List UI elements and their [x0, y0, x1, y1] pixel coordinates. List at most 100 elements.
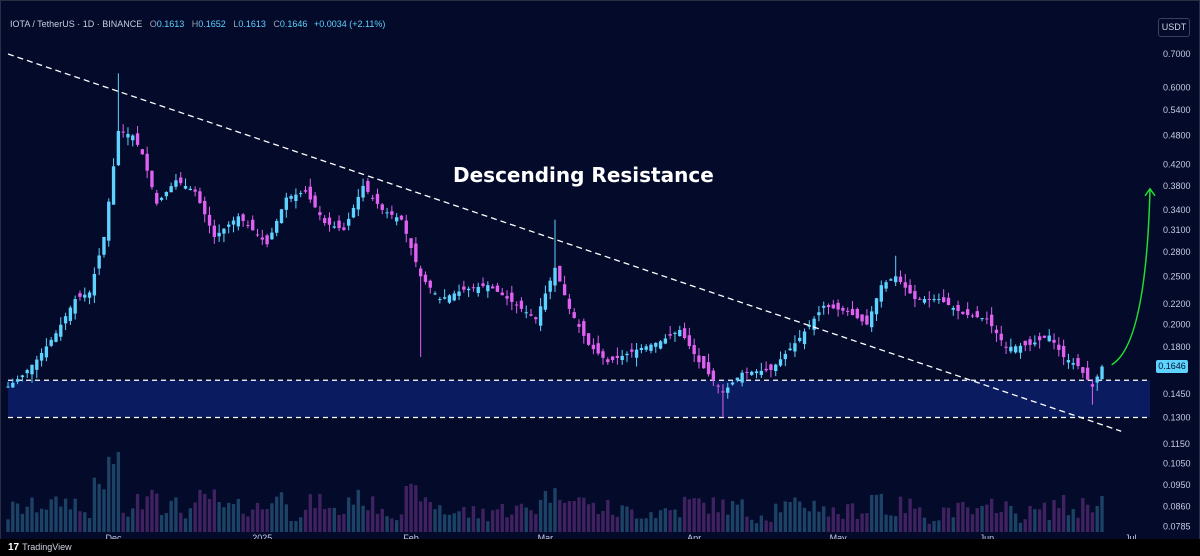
volume-bar — [730, 500, 735, 532]
candle-2025-06-12 — [1037, 332, 1042, 349]
candle-2024-11-20 — [59, 317, 63, 341]
candle-body — [457, 291, 461, 296]
candle-2025-06-20 — [1076, 354, 1080, 370]
candle-2025-04-11 — [740, 370, 744, 387]
candle-body — [73, 299, 77, 314]
volume-bar — [879, 493, 883, 532]
candle-2025-01-08 — [294, 188, 298, 209]
candle-body — [999, 333, 1003, 341]
currency-button[interactable]: USDT — [1158, 18, 1190, 37]
volume-bar — [399, 514, 404, 532]
candle-2025-02-03 — [418, 265, 423, 358]
candle-body — [447, 295, 452, 303]
candle-2025-05-04 — [850, 301, 855, 316]
candle-2025-03-07 — [572, 308, 576, 319]
volume-bar — [1018, 522, 1023, 532]
candle-2025-01-28 — [390, 205, 394, 220]
candle-body — [63, 316, 68, 324]
volume-bar — [817, 511, 821, 532]
candle-body — [423, 274, 428, 283]
candle-body — [697, 355, 701, 363]
candle-2024-12-05 — [131, 134, 135, 147]
symbol-label[interactable]: IOTA / TetherUS · 1D · BINANCE — [10, 19, 143, 29]
volume-bar — [270, 503, 274, 532]
candle-body — [534, 317, 538, 320]
candle-2025-06-09 — [1023, 340, 1027, 352]
volume-bar — [385, 516, 389, 532]
volume-bar — [980, 505, 984, 532]
candle-2025-01-21 — [356, 189, 360, 217]
candle-body — [860, 314, 864, 322]
candle-2025-03-19 — [630, 343, 634, 358]
candle-2024-12-01 — [111, 158, 116, 205]
candle-2024-11-17 — [44, 338, 49, 362]
candle-2024-11-15 — [35, 355, 39, 379]
volume-bar — [999, 511, 1003, 532]
candle-body — [323, 218, 327, 224]
candle-body — [620, 355, 624, 360]
candle-body — [759, 370, 764, 375]
candle-2025-05-08 — [870, 306, 874, 332]
candle-2025-03-10 — [586, 333, 591, 346]
candle-2025-01-10 — [303, 185, 308, 194]
candle-2025-03-25 — [658, 339, 663, 350]
volume-bar — [865, 513, 869, 532]
volume-bar — [442, 514, 447, 532]
candle-body — [730, 382, 735, 385]
volume-bar — [639, 518, 644, 532]
volume-bar — [183, 518, 188, 532]
candle-body — [409, 238, 413, 248]
tradingview-logo[interactable]: 17 TradingView — [8, 542, 72, 553]
tradingview-brand: TradingView — [22, 542, 72, 552]
volume-bar — [255, 502, 260, 532]
y-tick-label: 0.0785 — [1163, 521, 1191, 531]
candle-body — [159, 197, 164, 200]
candle-body — [663, 338, 668, 344]
volume-bar — [778, 512, 783, 532]
volume-bar — [20, 513, 25, 532]
y-tick-label: 0.5400 — [1163, 105, 1191, 115]
candle-2025-01-22 — [361, 178, 365, 202]
candle-body — [97, 255, 101, 269]
candle-2025-04-12 — [745, 367, 749, 379]
candle-2024-12-27 — [236, 213, 240, 231]
candle-2024-12-26 — [231, 216, 236, 233]
candle-2025-05-28 — [965, 302, 970, 319]
volume-bar — [562, 502, 567, 532]
candle-body — [303, 190, 308, 192]
candle-2024-12-17 — [188, 186, 193, 191]
candle-body — [1013, 346, 1018, 353]
candle-2024-12-21 — [207, 206, 212, 234]
volume-bar — [1057, 508, 1061, 532]
candle-body — [658, 341, 663, 349]
candle-2025-02-11 — [457, 284, 461, 300]
candle-2025-01-17 — [337, 215, 341, 232]
candle-2025-05-10 — [879, 280, 883, 308]
candle-body — [251, 219, 255, 231]
volume-bar — [697, 498, 701, 532]
volume-bar — [663, 508, 668, 532]
volume-bar — [874, 494, 879, 532]
candle-body — [452, 293, 456, 301]
volume-bar — [625, 506, 629, 532]
candle-2024-11-30 — [107, 198, 111, 247]
y-tick-label: 0.2500 — [1163, 271, 1191, 281]
y-tick-label: 0.0860 — [1163, 502, 1191, 512]
volume-bar — [855, 518, 859, 532]
volume-bar — [754, 523, 759, 532]
support-zone — [8, 380, 1150, 418]
volume-bar — [591, 502, 596, 532]
volume-bar — [1076, 517, 1080, 532]
candle-2025-05-26 — [956, 300, 960, 320]
volume-bar — [1061, 494, 1066, 532]
volume-bar — [918, 507, 922, 532]
candle-body — [366, 180, 370, 192]
candle-2025-02-12 — [462, 280, 466, 293]
candle-body — [227, 224, 231, 227]
candle-2025-06-03 — [994, 325, 999, 342]
volume-bar — [538, 499, 543, 532]
volume-bar — [284, 504, 288, 532]
candle-2025-05-20 — [927, 291, 931, 308]
candle-body — [970, 315, 975, 317]
